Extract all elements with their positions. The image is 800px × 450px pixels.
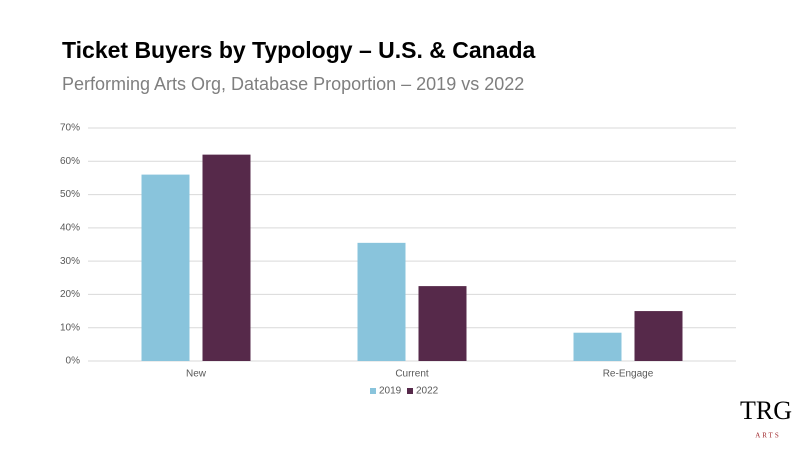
x-tick-label: New <box>186 369 207 380</box>
y-tick-label: 0% <box>66 356 81 367</box>
y-tick-label: 50% <box>60 189 80 200</box>
bar <box>634 311 683 361</box>
bar <box>202 154 251 361</box>
x-tick-label: Re-Engage <box>603 369 654 380</box>
y-tick-label: 40% <box>60 222 80 233</box>
y-tick-label: 10% <box>60 322 80 333</box>
bar <box>418 286 467 361</box>
legend-swatch <box>407 388 413 394</box>
bar <box>141 174 190 361</box>
y-tick-label: 60% <box>60 156 80 167</box>
y-tick-label: 30% <box>60 256 80 267</box>
logo-mark: TRG <box>740 396 792 425</box>
x-tick-label: Current <box>395 369 429 380</box>
y-tick-label: 20% <box>60 289 80 300</box>
chart-title: Ticket Buyers by Typology – U.S. & Canad… <box>62 37 536 63</box>
y-tick-label: 70% <box>60 123 80 134</box>
bar <box>357 242 406 361</box>
logo: TRG ARTS <box>740 396 792 440</box>
legend-label: 2022 <box>416 386 439 397</box>
legend-label: 2019 <box>379 386 402 397</box>
logo-text: ARTS <box>755 432 780 440</box>
bar <box>573 332 622 361</box>
chart-subtitle: Performing Arts Org, Database Proportion… <box>62 74 524 94</box>
legend-swatch <box>370 388 376 394</box>
